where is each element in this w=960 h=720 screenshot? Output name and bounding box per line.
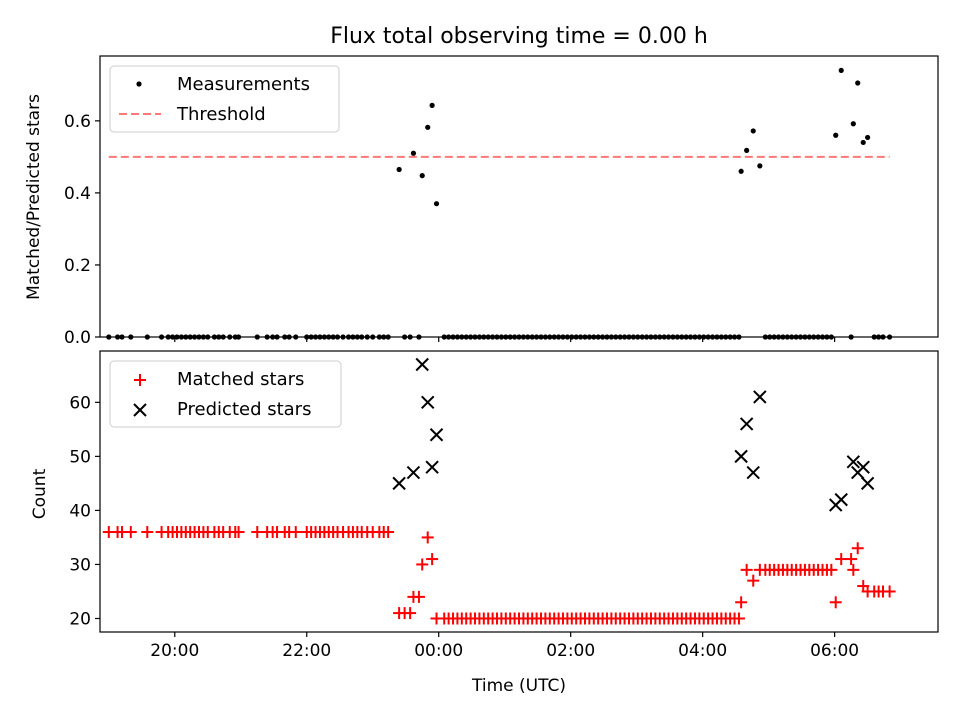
top-y-tick-label: 0.4 <box>64 184 91 204</box>
bottom-y-tick-label: 40 <box>69 501 91 521</box>
bottom-y-axis-label: Count <box>30 468 50 519</box>
x-tick-label: 02:00 <box>546 641 595 661</box>
matched-star-point <box>883 585 896 598</box>
predicted-star-point <box>753 390 767 404</box>
measurement-point <box>865 134 871 141</box>
bottom-x-ticks: 20:00 22:00 00:00 02:00 04:00 06:00 <box>150 632 859 661</box>
predicted-star-point <box>834 492 848 507</box>
measurement-point <box>419 173 425 179</box>
matched-star-point <box>416 558 429 571</box>
predicted-star-point <box>734 449 748 464</box>
matched-star-point <box>851 542 864 555</box>
measurement-point <box>838 67 844 74</box>
predicted-star-point <box>746 465 760 480</box>
measurement-point <box>860 139 866 146</box>
measurement-point <box>738 168 744 174</box>
matched-star-point <box>735 596 748 609</box>
x-tick-label: 00:00 <box>414 641 463 661</box>
bottom-y-ticks: 20 30 40 50 60 <box>69 393 100 629</box>
measurement-point <box>757 163 763 169</box>
matched-star-point <box>124 526 137 539</box>
matched-star-point <box>426 553 439 566</box>
predicted-star-point <box>429 428 444 442</box>
bottom-y-tick-label: 30 <box>69 555 91 575</box>
x-tick-label: 04:00 <box>678 641 727 661</box>
matched-star-point <box>289 526 302 539</box>
predicted-star-point <box>421 395 435 410</box>
predicted-star-point <box>392 476 406 491</box>
predicted-star-point <box>406 465 421 480</box>
matched-star-point <box>845 553 858 566</box>
matched-star-point <box>829 596 842 609</box>
legend-threshold-label: Threshold <box>176 104 266 125</box>
measurement-point <box>396 166 402 173</box>
predicted-star-point <box>425 460 439 474</box>
legend-measurements-label: Measurements <box>177 74 310 95</box>
measurement-point <box>425 124 431 130</box>
matched-star-point <box>232 526 245 539</box>
matched-star-point <box>740 563 753 576</box>
measurement-point <box>429 102 435 108</box>
bottom-y-tick-label: 50 <box>69 447 91 467</box>
top-y-tick-label: 0.2 <box>64 256 91 276</box>
bottom-y-tick-label: 60 <box>69 393 91 413</box>
x-tick-label: 20:00 <box>150 641 199 661</box>
measurement-point <box>855 80 861 86</box>
bottom-legend: Matched stars Predicted stars <box>109 360 342 428</box>
predicted-star-point <box>856 460 870 474</box>
matched-star-point <box>732 612 745 625</box>
legend-predicted-label: Predicted stars <box>177 399 311 420</box>
top-legend: Measurements Threshold <box>109 65 340 133</box>
top-panel: 0.0 0.2 0.4 0.6 Matched/Predicted stars Mea… <box>24 55 939 348</box>
top-y-tick-label: 0.0 <box>64 328 91 348</box>
matched-star-point <box>412 590 425 603</box>
measurement-point <box>833 132 839 138</box>
top-y-axis-label: Matched/Predicted stars <box>24 94 44 300</box>
x-axis-label: Time (UTC) <box>471 676 566 696</box>
matched-star-point <box>404 607 417 620</box>
matched-star-point <box>141 526 154 539</box>
measurement-point <box>433 201 440 207</box>
top-axes-frame <box>99 55 939 338</box>
bottom-axes-frame <box>99 350 939 633</box>
matched-star-point <box>421 531 434 544</box>
x-tick-label: 22:00 <box>282 641 331 661</box>
top-y-ticks: 0.0 0.2 0.4 0.6 <box>64 112 100 348</box>
matched-star-point <box>825 563 838 576</box>
predicted-star-point <box>415 357 429 372</box>
matched-star-point <box>747 574 760 587</box>
legend-matched-marker <box>134 374 146 386</box>
measurement-point <box>850 121 856 127</box>
legend-matched-label: Matched stars <box>177 369 304 390</box>
legend-measurements-marker <box>136 81 142 87</box>
predicted-star-point <box>846 455 861 469</box>
legend-predicted-marker <box>133 403 147 417</box>
measurement-point <box>410 150 417 156</box>
measurement-point <box>744 147 750 153</box>
bottom-plot-marks <box>102 357 896 625</box>
top-y-tick-label: 0.6 <box>64 112 91 132</box>
matched-star-point <box>847 563 860 576</box>
bottom-panel: 20 30 40 50 60 20:00 22:00 00:00 02:00 04:00 06:0… <box>30 350 939 696</box>
matched-star-point <box>382 526 395 539</box>
predicted-star-point <box>739 417 754 431</box>
x-tick-label: 06:00 <box>810 641 859 661</box>
chart-title: Flux total observing time = 0.00 h <box>330 24 708 49</box>
bottom-y-tick-label: 20 <box>69 609 91 629</box>
measurement-point <box>750 128 756 134</box>
predicted-star-point <box>860 476 875 491</box>
top-x-ticks <box>174 337 836 342</box>
